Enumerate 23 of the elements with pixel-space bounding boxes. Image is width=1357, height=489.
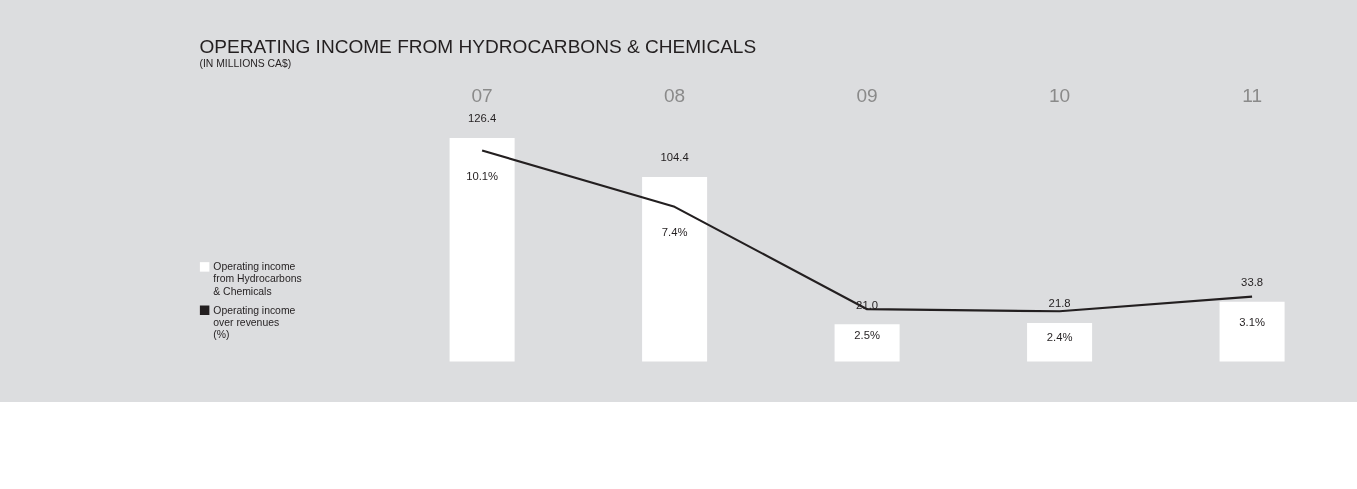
x-tick-label: 11 — [1242, 84, 1262, 106]
data-label: 7.4% — [661, 226, 688, 239]
data-label: 2.4% — [1046, 330, 1073, 343]
data-label: 104.4 — [660, 151, 689, 164]
x-tick-label: 07 — [471, 84, 493, 106]
data-label: 21.8 — [1048, 297, 1071, 310]
chart-title: OPERATING INCOME FROM HYDROCARBONS & CHEMICALS — [199, 35, 757, 57]
data-label: 126.4 — [468, 112, 497, 125]
data-label: 10.1% — [466, 169, 499, 182]
bar — [642, 176, 708, 362]
data-label: 2.5% — [854, 328, 880, 341]
data-label: 3.1% — [1239, 316, 1265, 329]
x-tick-label: 09 — [856, 84, 878, 106]
x-tick-label: 10 — [1048, 84, 1071, 106]
x-tick-label: 08 — [663, 84, 686, 106]
legend-label: Operating income over revenues (%) — [213, 304, 296, 340]
bar — [834, 324, 900, 362]
bar — [449, 138, 515, 362]
text: (IN MILLIONS CA$) — [199, 58, 292, 70]
bar — [1027, 322, 1093, 362]
legend-label: Operating income from Hydrocarbons & Chemicals — [213, 261, 302, 297]
bar — [1219, 301, 1285, 362]
data-label: 33.8 — [1241, 276, 1264, 289]
